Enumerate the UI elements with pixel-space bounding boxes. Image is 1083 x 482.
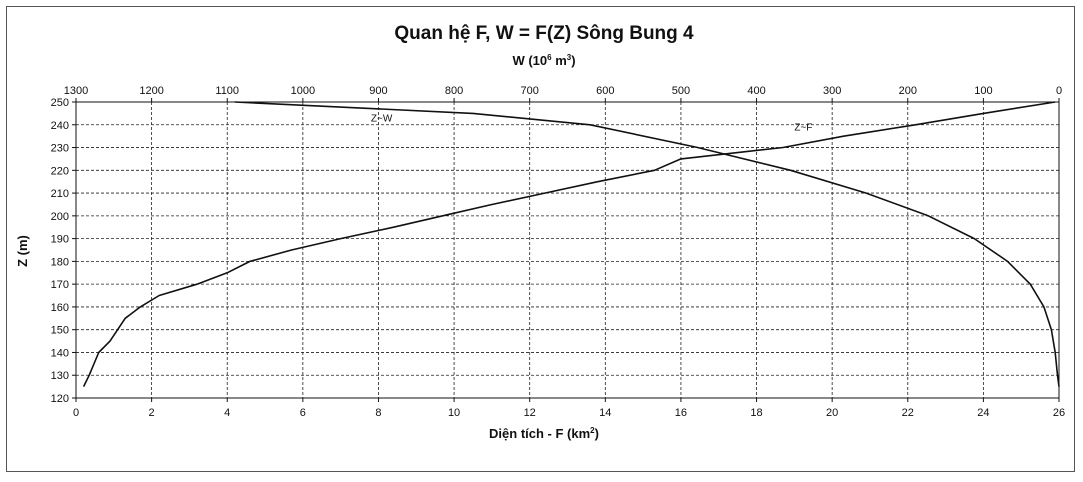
- y-tick-label: 240: [51, 120, 69, 132]
- top-axis-title-sup2: 3: [567, 53, 572, 62]
- bottom-tick-label: 0: [73, 407, 79, 419]
- bottom-tick-label: 20: [826, 407, 838, 419]
- bottom-tick-label: 16: [675, 407, 687, 419]
- bottom-tick-label: 26: [1053, 407, 1065, 419]
- top-tick-label: 600: [596, 85, 614, 97]
- top-axis-title: W (106 m3): [512, 53, 575, 68]
- y-tick-label: 200: [51, 211, 69, 223]
- bottom-tick-labels: 0 2 4 6 8 10 12 14 16 18 20 22 24 26: [73, 407, 1065, 419]
- curve-annotation: Z~W: [371, 113, 393, 124]
- top-tick-label: 900: [369, 85, 387, 97]
- y-tick-label: 230: [51, 143, 69, 155]
- top-tick-label: 1300: [64, 85, 88, 97]
- y-tick-label: 250: [51, 97, 69, 109]
- series-group: [82, 101, 1060, 387]
- chart-svg: Quan hệ F, W = F(Z) Sông Bung 4 W (106 m…: [15, 23, 1065, 441]
- top-axis-title-main: W (10: [512, 53, 547, 68]
- bottom-tick-label: 10: [448, 407, 460, 419]
- top-tick-labels: 1300 1200 1100 1000 900 800 700 600 500 400 300 200…: [64, 85, 1062, 97]
- top-axis-title-end: ): [571, 53, 575, 68]
- y-tick-label: 180: [51, 256, 69, 268]
- top-tick-label: 1100: [215, 85, 239, 97]
- bottom-tick-label: 14: [599, 407, 611, 419]
- bottom-axis-title: Diện tích - F (km2): [489, 426, 599, 441]
- y-tick-label: 170: [51, 279, 69, 291]
- y-tick-label: 140: [51, 347, 69, 359]
- top-tick-label: 1000: [291, 85, 315, 97]
- plot-border: [75, 101, 1060, 399]
- top-tick-label: 700: [521, 85, 539, 97]
- y-tick-labels: 120 130 140 150 160 170 180 190 200 210 220 230 240 2…: [51, 97, 69, 405]
- y-tick-label: 210: [51, 188, 69, 200]
- top-axis-title-mid: m: [552, 53, 567, 68]
- chart-title: Quan hệ F, W = F(Z) Sông Bung 4: [394, 23, 694, 44]
- bottom-tick-label: 18: [750, 407, 762, 419]
- top-tick-label: 0: [1056, 85, 1062, 97]
- bottom-tick-label: 2: [149, 407, 155, 419]
- y-tick-label: 160: [51, 302, 69, 314]
- curve-annotation: Z~F: [794, 122, 812, 133]
- bottom-axis-title-end: ): [595, 426, 599, 441]
- top-tick-label: 100: [974, 85, 992, 97]
- series-line-zf: [82, 101, 1056, 387]
- bottom-axis-title-main: Diện tích - F (km: [489, 426, 590, 441]
- top-tick-label: 500: [672, 85, 690, 97]
- bottom-tick-label: 6: [300, 407, 306, 419]
- top-tick-label: 200: [899, 85, 917, 97]
- y-tick-label: 190: [51, 234, 69, 246]
- bottom-tick-label: 4: [224, 407, 230, 419]
- top-tick-label: 400: [747, 85, 765, 97]
- chart-frame: Quan hệ F, W = F(Z) Sông Bung 4 W (106 m…: [6, 6, 1075, 472]
- y-tick-label: 130: [51, 370, 69, 382]
- bottom-tick-label: 8: [375, 407, 381, 419]
- grid: [72, 98, 1060, 402]
- y-axis-title: Z (m): [15, 235, 30, 267]
- top-tick-label: 800: [445, 85, 463, 97]
- bottom-tick-label: 24: [977, 407, 989, 419]
- top-tick-label: 1200: [139, 85, 163, 97]
- bottom-tick-label: 12: [524, 407, 536, 419]
- annotations: Z~W Z~F: [371, 113, 813, 133]
- top-tick-label: 300: [823, 85, 841, 97]
- bottom-tick-label: 22: [902, 407, 914, 419]
- y-tick-label: 120: [51, 393, 69, 405]
- y-tick-label: 220: [51, 165, 69, 177]
- bottom-axis-title-sup: 2: [590, 426, 595, 435]
- top-axis-title-sup1: 6: [547, 53, 552, 62]
- y-tick-label: 150: [51, 325, 69, 337]
- series-line-zw: [234, 101, 1060, 387]
